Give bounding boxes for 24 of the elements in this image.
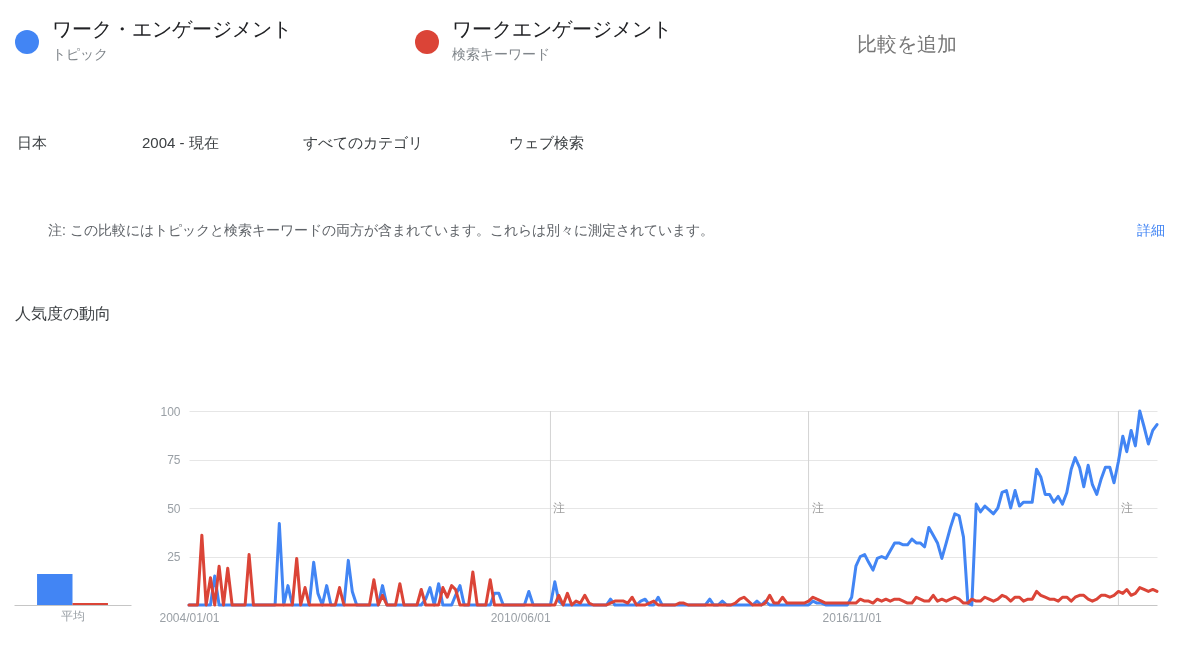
- x-tick-label: 平均: [60, 608, 85, 623]
- text: 2004 - 現在: [142, 134, 219, 151]
- text: 比較を追加: [857, 33, 957, 55]
- text: 検索キーワード: [452, 46, 550, 62]
- line-series: [187, 533, 1159, 607]
- y-tick-label: 100: [160, 404, 181, 419]
- x-tick-label: 2016/11/01: [822, 610, 883, 625]
- y-tick-label: 50: [167, 501, 181, 516]
- text: 詳細: [1137, 222, 1165, 238]
- ref-line-label: 注: [811, 501, 824, 515]
- legend-label: ワーク・エンゲージメント: [52, 18, 292, 40]
- text: ウェブ検索: [509, 134, 584, 151]
- ref-line-label: 注: [1121, 501, 1134, 515]
- text: トピック: [52, 46, 108, 62]
- x-tick-label: 2004/01/01: [159, 610, 220, 625]
- x-tick-label: 2010/06/01: [490, 610, 552, 625]
- text: すべてのカテゴリ: [303, 134, 423, 151]
- ref-line-label: 注: [553, 501, 566, 515]
- text: 注: この比較にはトピックと検索キーワードの両方が含まれています。これらは別々に測定されています。: [48, 222, 714, 238]
- legend-label: ワークエンゲージメント: [452, 18, 672, 40]
- text: 日本: [17, 134, 47, 151]
- chart-title: 人気度の動向: [15, 305, 111, 322]
- y-tick-label: 25: [167, 550, 181, 564]
- y-tick-label: 75: [167, 453, 181, 467]
